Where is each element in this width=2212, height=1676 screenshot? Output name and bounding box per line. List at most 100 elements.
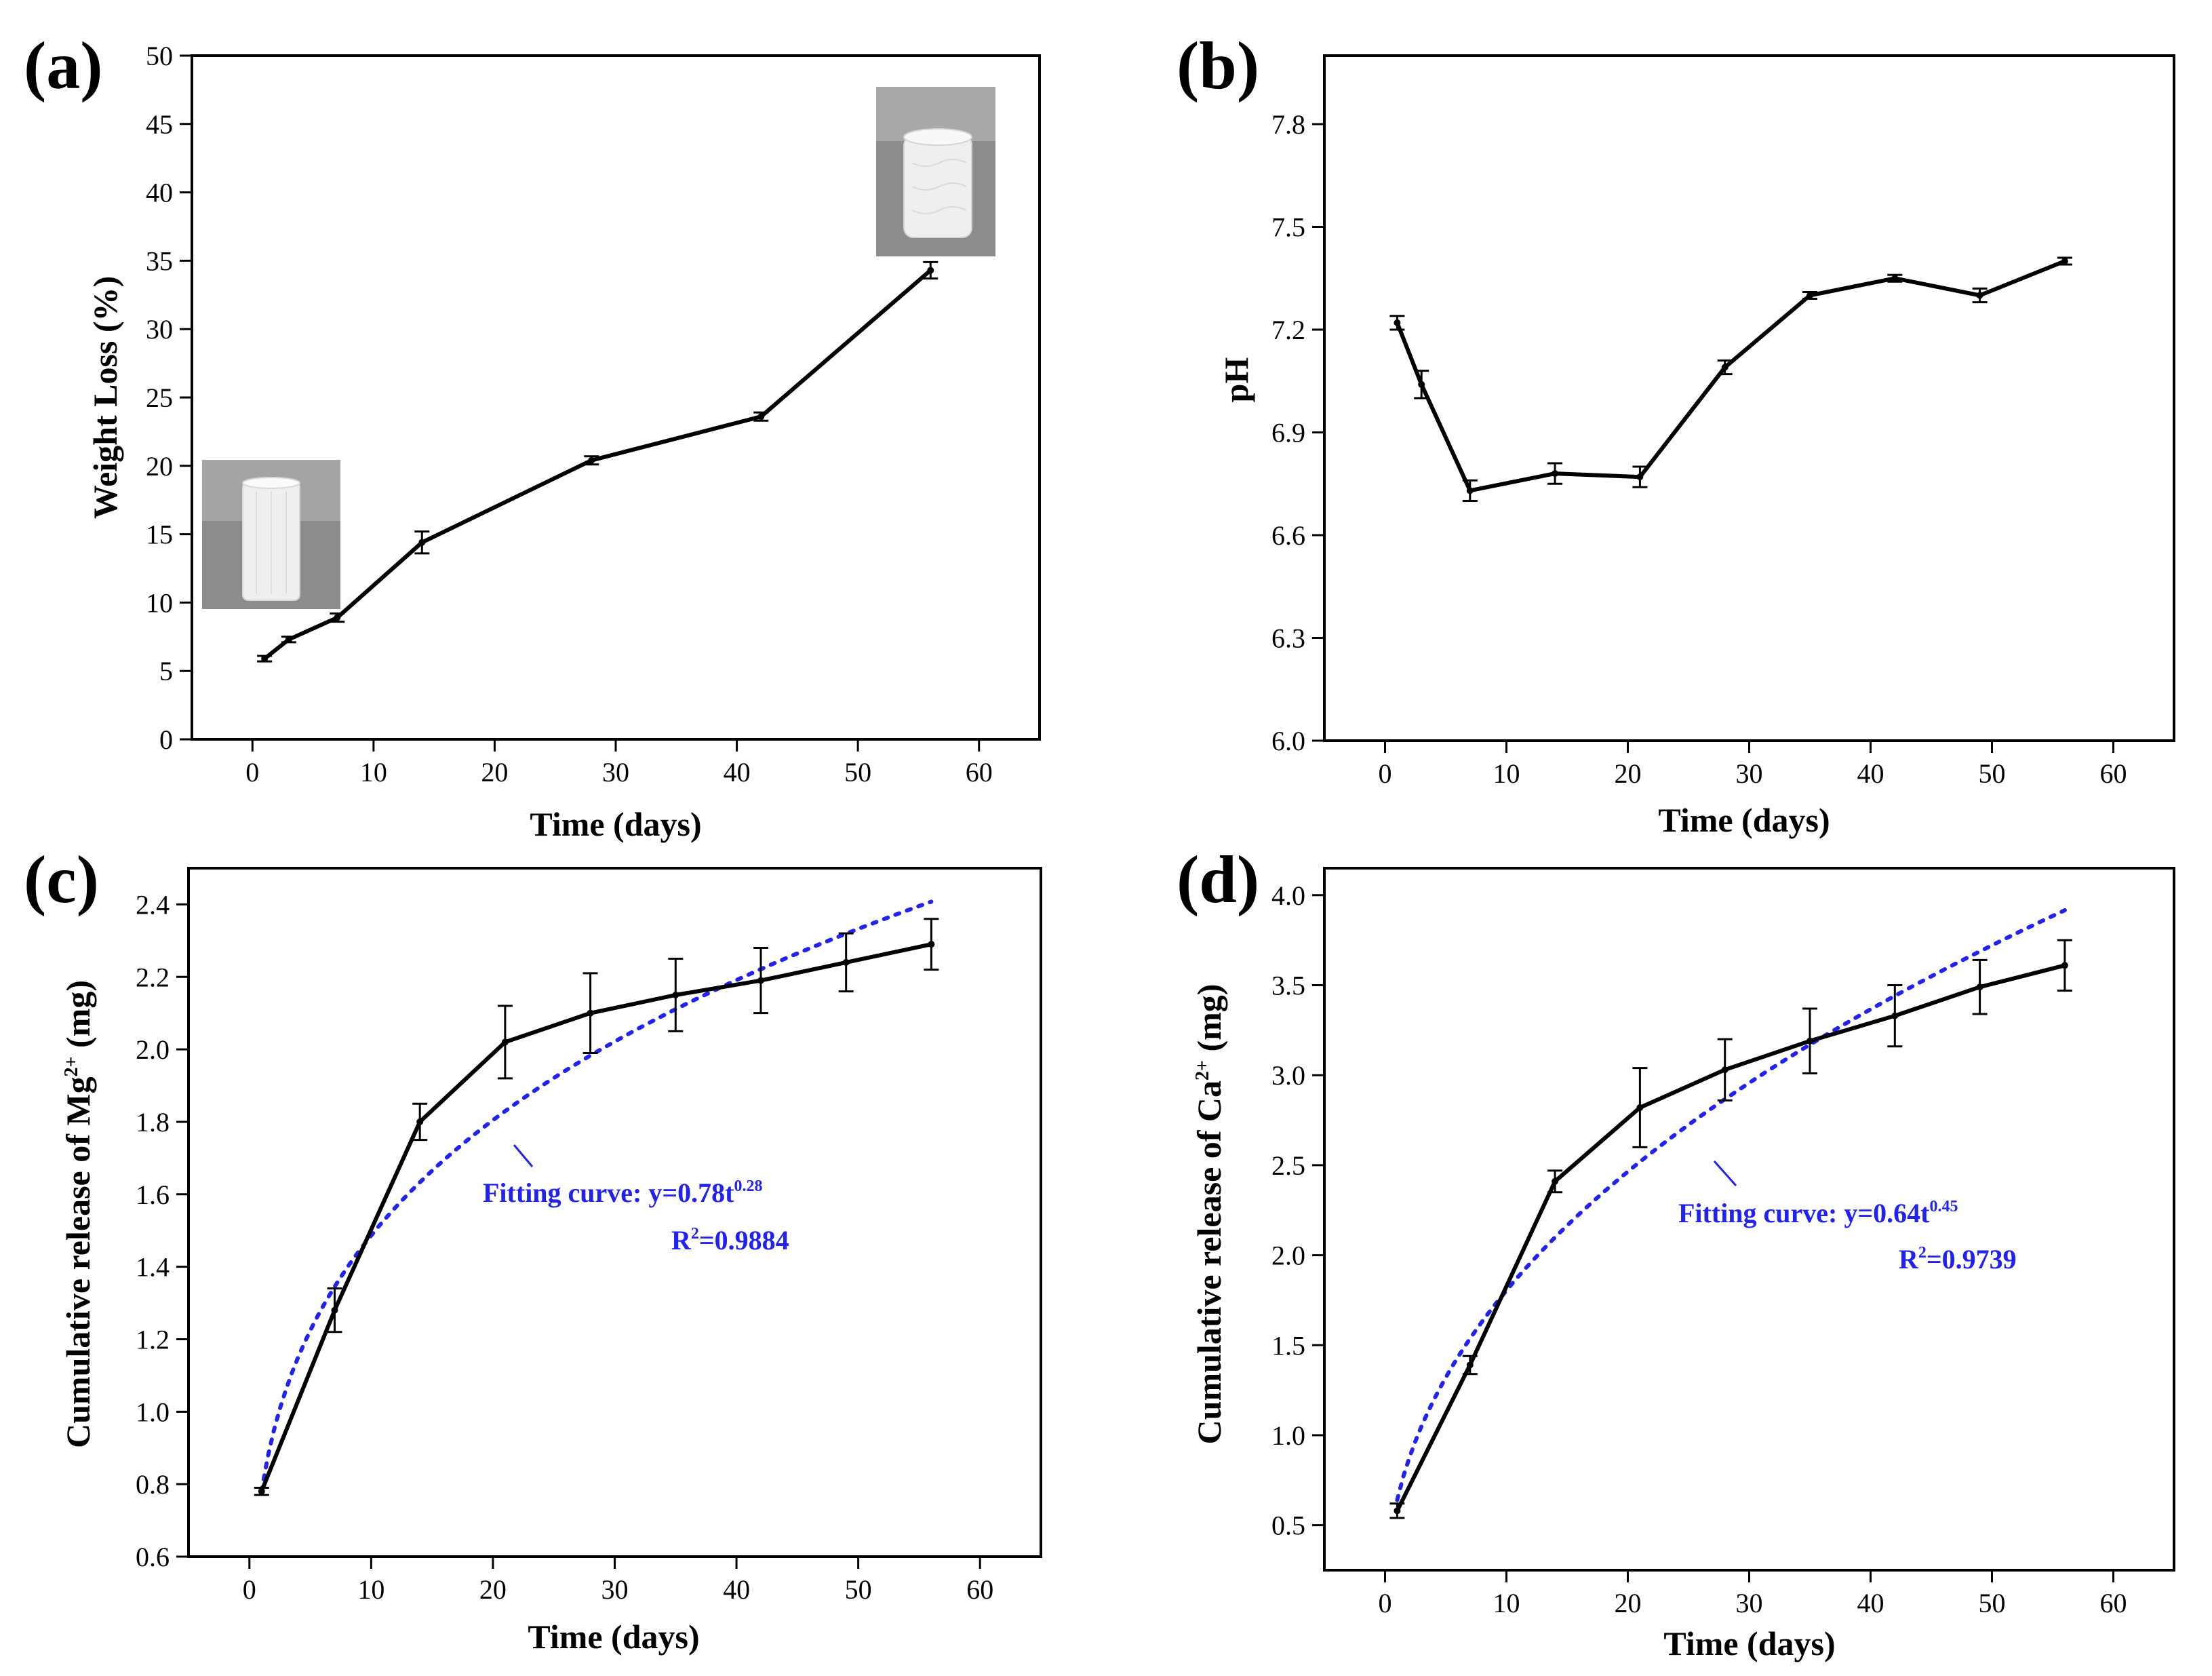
y-tick-label: 40 — [146, 178, 173, 208]
series-line — [259, 942, 932, 1492]
x-tick-label: 40 — [1857, 758, 1884, 789]
y-tick-label: 1.0 — [136, 1397, 170, 1427]
x-tick-label: 50 — [1979, 1588, 2006, 1618]
y-axis-label-d: Cumulative release of Ca2+ (mg) — [1190, 984, 1228, 1445]
fit-equation-exp-d: 0.45 — [1930, 1198, 1958, 1215]
panel-d: (d) 0 10 20 30 40 50 60 0.5 1.0 1.5 2.0 2.5 3.0 3.5 4.… — [1177, 842, 2175, 1662]
data-point — [261, 655, 269, 663]
y-axis-label-unit-c: (mg) — [59, 980, 97, 1056]
y-tick-label: 6.3 — [1271, 623, 1305, 654]
scaffold-photo-day-56 — [876, 87, 995, 256]
y-tick-label: 45 — [146, 109, 173, 140]
y-tick-label: 6.6 — [1271, 520, 1305, 551]
y-tick-label: 20 — [146, 451, 173, 482]
x-tick-label: 60 — [2100, 758, 2127, 789]
y-tick-label: 6.0 — [1271, 726, 1305, 756]
data-point — [285, 636, 292, 643]
y-tick-label: 6.9 — [1271, 418, 1305, 448]
y-axis-label-b: pH — [1217, 357, 1255, 403]
data-point — [1976, 292, 1983, 299]
fit-equation-main-c: Fitting curve: y=0.78t — [483, 1177, 734, 1208]
scaffold-top-day-56 — [903, 128, 972, 146]
data-point — [1806, 292, 1813, 299]
data-point — [334, 614, 341, 621]
x-axis-label-d: Time (days) — [1663, 1624, 1835, 1662]
y-axis-label-main-c: Cumulative release of Mg — [59, 1076, 97, 1448]
data-point — [501, 1038, 509, 1046]
y-tick-label: 1.5 — [1271, 1330, 1305, 1361]
fit-r2-prefix-d: R — [1899, 1244, 1919, 1274]
x-tick-label: 40 — [723, 1574, 750, 1605]
y-tick-label: 1.6 — [136, 1180, 170, 1210]
data-point — [331, 1306, 338, 1314]
x-tick-label: 30 — [602, 757, 629, 787]
panel-label-a: (a) — [24, 28, 103, 103]
x-tick-label: 50 — [1979, 758, 2006, 789]
panel-a: (a) 0 10 20 30 40 50 60 0 5 10 15 20 25 30 35 40 45 50 Ti… — [24, 28, 1041, 843]
data-point — [588, 456, 595, 464]
x-tick-label: 60 — [966, 757, 993, 787]
x-tick-label: 10 — [1493, 758, 1520, 789]
data-point — [2061, 258, 2068, 265]
y-tick-label: 0.6 — [136, 1542, 170, 1572]
data-point — [1466, 487, 1474, 494]
x-tick-label: 0 — [1379, 1588, 1392, 1618]
x-tick-label: 30 — [1736, 758, 1763, 789]
x-tick-label: 30 — [601, 1574, 629, 1605]
x-tick-label: 0 — [243, 1574, 256, 1605]
x-tick-label: 0 — [1379, 758, 1392, 789]
fit-r2-value-c: =0.9884 — [699, 1225, 789, 1255]
scaffold-texture — [911, 159, 967, 214]
data-point — [1552, 1177, 1559, 1185]
plot-frame-b — [1323, 54, 2175, 742]
y-tick-label: 15 — [146, 520, 173, 550]
fit-r2-sup-c: 2 — [691, 1225, 699, 1243]
y-tick-label: 30 — [146, 314, 173, 345]
x-tick-label: 20 — [1615, 758, 1642, 789]
x-tick-label: 10 — [1493, 1588, 1520, 1618]
data-point — [1721, 364, 1729, 371]
data-point — [1806, 1037, 1813, 1045]
fit-r2-d: R2=0.9739 — [1899, 1244, 2017, 1274]
data-point — [418, 539, 426, 546]
fit-equation-c: Fitting curve: y=0.78t0.28 — [483, 1177, 763, 1208]
data-point — [1394, 1507, 1401, 1515]
y-tick-label: 2.2 — [136, 962, 170, 992]
panel-label-b: (b) — [1177, 28, 1259, 103]
x-axis-label-b: Time (days) — [1658, 801, 1830, 839]
x-axis-label-a: Time (days) — [530, 805, 701, 843]
panel-c: (c) 0 10 20 30 40 50 60 0.6 0.8 1.0 1.2 1.4 1.6 1.8 2.… — [24, 842, 1042, 1656]
data-point — [1636, 1104, 1644, 1111]
data-point — [1976, 983, 1983, 991]
y-tick-label: 3.5 — [1271, 971, 1305, 1001]
data-point — [1891, 275, 1899, 282]
fit-r2-c: R2=0.9884 — [671, 1225, 789, 1255]
y-tick-label: 2.0 — [1271, 1241, 1305, 1271]
fit-r2-sup-d: 2 — [1918, 1244, 1927, 1262]
x-tick-label: 60 — [966, 1574, 993, 1605]
data-point — [416, 1118, 424, 1125]
plot-frame-c — [187, 867, 1042, 1558]
fit-pointer-d — [1713, 1161, 1737, 1186]
x-axis-label-text-d: Time (days) — [1663, 1624, 1835, 1662]
y-tick-label: 2.0 — [136, 1034, 170, 1065]
panel-label-c: (c) — [24, 842, 99, 917]
y-tick-label: 10 — [146, 587, 173, 618]
series-line — [1395, 259, 2066, 493]
x-tick-label: 20 — [481, 757, 508, 787]
scaffold-top-day-0 — [242, 477, 300, 489]
y-tick-label: 7.2 — [1271, 315, 1305, 345]
x-tick-label: 10 — [360, 757, 387, 787]
y-tick-label: 0 — [159, 724, 173, 755]
data-point — [1891, 1012, 1899, 1019]
data-point — [928, 941, 935, 948]
y-axis-label-main-d: Cumulative release of Ca — [1190, 1080, 1228, 1444]
x-axis-label-c: Time (days) — [528, 1618, 699, 1656]
scaffold-photo-day-0 — [202, 460, 340, 609]
data-point — [258, 1487, 265, 1495]
data-point — [1466, 1361, 1474, 1369]
y-tick-label: 0.5 — [1271, 1511, 1305, 1541]
data-point — [757, 977, 764, 984]
fit-equation-exp-c: 0.28 — [734, 1177, 763, 1195]
y-tick-label: 2.5 — [1271, 1150, 1305, 1181]
